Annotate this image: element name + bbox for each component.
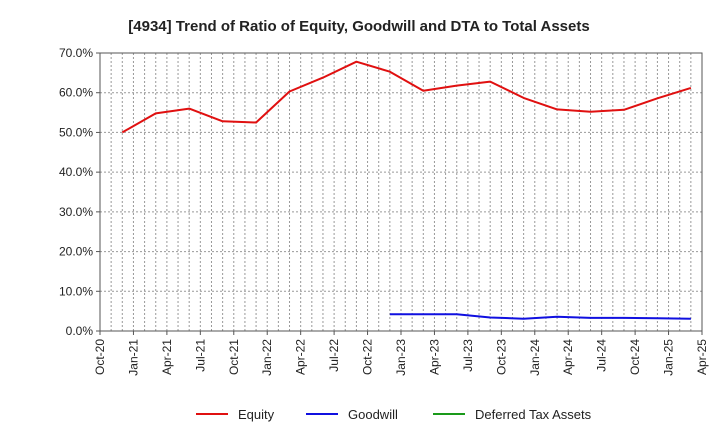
- y-tick-label: 60.0%: [59, 86, 93, 100]
- y-tick-label: 10.0%: [59, 284, 93, 298]
- x-tick-label: Jan-22: [260, 339, 274, 376]
- x-tick-label: Jan-24: [528, 339, 542, 376]
- x-tick-label: Oct-24: [628, 339, 642, 375]
- legend-label: Deferred Tax Assets: [475, 407, 592, 422]
- x-tick-label: Apr-21: [160, 339, 174, 375]
- series-line-goodwill: [389, 313, 691, 320]
- x-tick-label: Oct-21: [227, 339, 241, 375]
- y-tick-label: 50.0%: [59, 125, 93, 139]
- x-tick-label: Apr-24: [561, 339, 575, 375]
- chart-title: [4934] Trend of Ratio of Equity, Goodwil…: [128, 18, 589, 35]
- x-tick-label: Oct-23: [494, 339, 508, 375]
- x-tick-label: Jul-24: [595, 339, 609, 372]
- x-tick-label: Jan-21: [126, 339, 140, 376]
- series-layer: [121, 60, 692, 320]
- grid: [100, 53, 702, 331]
- x-tick-label: Oct-22: [361, 339, 375, 375]
- x-tick-label: Oct-20: [93, 339, 107, 375]
- series-line-equity: [121, 60, 692, 134]
- x-axis: Oct-20 Jan-21 Apr-21 Jul-21 Oct-21 Jan-22 Apr-…: [93, 331, 709, 376]
- x-tick-label: Apr-22: [294, 339, 308, 375]
- y-tick-label: 20.0%: [59, 245, 93, 259]
- y-tick-label: 40.0%: [59, 165, 93, 179]
- x-tick-label: Jan-23: [394, 339, 408, 376]
- y-axis: 0.0% 10.0% 20.0% 30.0% 40.0% 50.0% 60.0% 70.0%: [59, 46, 100, 338]
- y-tick-label: 30.0%: [59, 205, 93, 219]
- legend: Equity Goodwill Deferred Tax Assets: [196, 407, 592, 422]
- legend-label: Equity: [238, 407, 275, 422]
- x-tick-label: Jul-21: [193, 339, 207, 372]
- y-tick-label: 70.0%: [59, 46, 93, 60]
- y-tick-label: 0.0%: [66, 324, 94, 338]
- x-tick-label: Jul-23: [461, 339, 475, 372]
- x-tick-label: Jul-22: [327, 339, 341, 372]
- x-tick-label: Jan-25: [662, 339, 676, 376]
- legend-label: Goodwill: [348, 407, 398, 422]
- x-tick-label: Apr-25: [695, 339, 709, 375]
- x-tick-label: Apr-23: [427, 339, 441, 375]
